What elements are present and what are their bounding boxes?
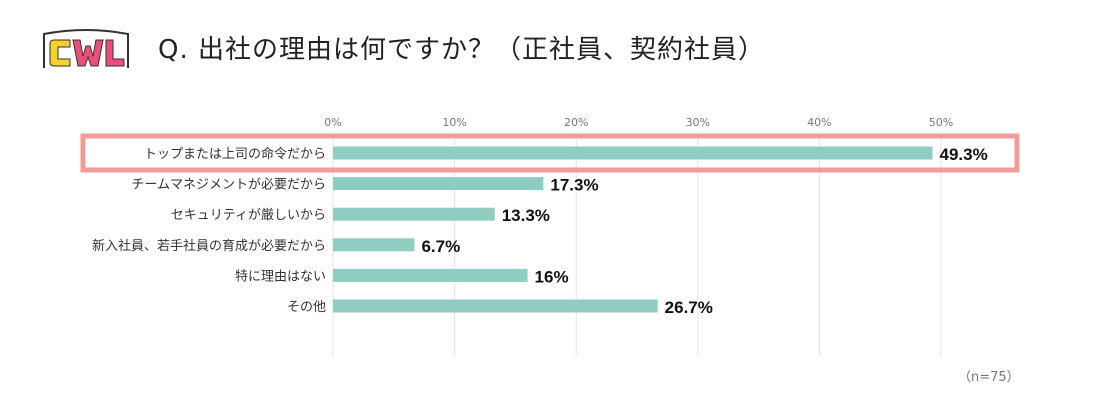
value-label: 13.3% — [502, 206, 550, 225]
x-tick-label: 50% — [929, 116, 953, 129]
x-tick-label: 30% — [686, 116, 710, 129]
category-label: セキュリティが厳しいから — [171, 208, 326, 223]
bar — [333, 146, 933, 160]
value-label: 6.7% — [421, 237, 460, 256]
x-tick-label: 10% — [442, 116, 466, 129]
bar — [333, 177, 544, 191]
bar — [333, 207, 495, 221]
sample-size-note: （n=75） — [958, 370, 1020, 385]
value-label: 17.3% — [550, 176, 598, 195]
x-tick-label: 0% — [324, 116, 341, 129]
x-tick-label: 40% — [807, 116, 831, 129]
x-tick-label: 20% — [564, 116, 588, 129]
category-label: トップまたは上司の命令だから — [144, 146, 326, 162]
bar — [333, 299, 658, 313]
bar — [333, 238, 415, 252]
category-label: 新入社員、若手社員の育成が必要だから — [92, 238, 326, 254]
cwl-logo — [43, 29, 129, 68]
bar — [333, 268, 528, 282]
highlight-box — [80, 133, 1020, 173]
value-label: 49.3% — [939, 145, 987, 164]
category-label: 特に理由はない — [235, 269, 326, 284]
value-label: 26.7% — [665, 298, 713, 317]
category-label: チームマネジメントが必要だから — [131, 178, 326, 193]
value-label: 16% — [535, 267, 569, 286]
page-title: Q. 出社の理由は何ですか？（正社員、契約社員） — [158, 35, 765, 65]
category-label: その他 — [287, 300, 326, 315]
